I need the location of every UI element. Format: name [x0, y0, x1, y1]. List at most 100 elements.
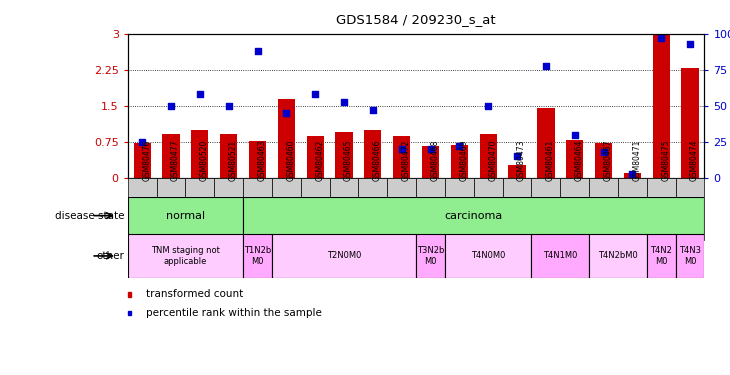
Text: GSM80462: GSM80462	[315, 140, 324, 181]
Bar	[215, 178, 243, 240]
Bar	[128, 197, 243, 234]
Point	[223, 103, 234, 109]
Text: T4N2bM0: T4N2bM0	[598, 251, 638, 260]
Point	[194, 92, 206, 98]
Bar	[676, 178, 704, 240]
Text: normal: normal	[166, 211, 205, 220]
Point	[165, 103, 177, 109]
Bar	[480, 134, 497, 178]
Text: T4N1M0: T4N1M0	[543, 251, 577, 260]
Bar	[156, 178, 185, 240]
Text: GSM80467: GSM80467	[604, 140, 612, 181]
Bar	[335, 132, 353, 178]
Bar	[589, 178, 618, 240]
Text: GSM80473: GSM80473	[517, 140, 526, 181]
Bar	[185, 178, 215, 240]
Bar	[474, 178, 503, 240]
Text: GSM80471: GSM80471	[632, 140, 642, 181]
Text: GSM80468: GSM80468	[431, 140, 439, 181]
Bar	[531, 178, 561, 240]
Text: GSM80477: GSM80477	[171, 140, 180, 181]
Bar	[647, 178, 676, 240]
Bar	[128, 178, 156, 240]
Bar	[220, 134, 237, 178]
Bar	[301, 178, 329, 240]
Bar	[358, 178, 388, 240]
Text: T1N2b
M0: T1N2b M0	[244, 246, 271, 266]
Bar	[647, 234, 676, 278]
Bar	[249, 141, 266, 178]
Point	[511, 153, 523, 159]
Bar	[445, 234, 531, 278]
Text: T2N0M0: T2N0M0	[327, 251, 361, 260]
Bar	[537, 108, 555, 178]
Text: T4N2
M0: T4N2 M0	[650, 246, 672, 266]
Text: T4N0M0: T4N0M0	[471, 251, 505, 260]
Text: carcinoma: carcinoma	[445, 211, 503, 220]
Point	[137, 139, 148, 145]
Bar	[243, 197, 704, 234]
Bar	[422, 146, 439, 178]
Point	[252, 48, 264, 54]
Text: GSM80521: GSM80521	[228, 140, 238, 181]
Bar	[416, 178, 445, 240]
Bar	[128, 234, 243, 278]
Point	[569, 132, 580, 138]
Text: GDS1584 / 209230_s_at: GDS1584 / 209230_s_at	[337, 13, 496, 26]
Point	[540, 63, 552, 69]
Bar	[364, 130, 382, 178]
Text: GSM80472: GSM80472	[402, 140, 411, 181]
Point	[598, 149, 610, 155]
Bar	[676, 234, 704, 278]
Bar	[502, 178, 531, 240]
Point	[367, 107, 379, 113]
Bar	[681, 68, 699, 178]
Bar	[589, 234, 647, 278]
Bar	[653, 34, 670, 178]
Text: percentile rank within the sample: percentile rank within the sample	[146, 308, 322, 318]
Bar	[277, 99, 295, 178]
Bar	[387, 178, 416, 240]
Bar	[566, 140, 583, 178]
Bar	[450, 146, 468, 178]
Point	[310, 92, 321, 98]
Bar	[243, 178, 272, 240]
Point	[338, 99, 350, 105]
Text: GSM80469: GSM80469	[459, 140, 469, 181]
Bar	[531, 234, 589, 278]
Text: transformed count: transformed count	[146, 290, 243, 299]
Bar	[191, 130, 209, 178]
Bar	[416, 234, 445, 278]
Point	[684, 41, 696, 47]
Bar	[623, 173, 641, 178]
Text: GSM80466: GSM80466	[373, 140, 382, 181]
Bar	[618, 178, 647, 240]
Text: T3N2b
M0: T3N2b M0	[417, 246, 444, 266]
Point	[396, 146, 407, 152]
Text: GSM80474: GSM80474	[690, 140, 699, 181]
Text: GSM80460: GSM80460	[286, 140, 296, 181]
Bar	[595, 144, 612, 178]
Text: GSM80461: GSM80461	[546, 140, 555, 181]
Text: GSM80475: GSM80475	[661, 140, 670, 181]
Bar	[561, 178, 589, 240]
Point	[626, 171, 638, 177]
Point	[483, 103, 494, 109]
Point	[425, 146, 437, 152]
Bar	[445, 178, 474, 240]
Bar	[393, 136, 410, 178]
Point	[656, 35, 667, 41]
Text: GSM80464: GSM80464	[575, 140, 584, 181]
Text: T4N3
M0: T4N3 M0	[679, 246, 701, 266]
Bar	[272, 178, 301, 240]
Text: GSM80470: GSM80470	[488, 140, 497, 181]
Bar	[330, 178, 358, 240]
Text: TNM staging not
applicable: TNM staging not applicable	[151, 246, 220, 266]
Bar	[134, 144, 151, 178]
Bar	[508, 165, 526, 178]
Bar	[272, 234, 416, 278]
Text: disease state: disease state	[55, 211, 124, 220]
Text: GSM80463: GSM80463	[258, 140, 266, 181]
Text: GSM80465: GSM80465	[344, 140, 353, 181]
Text: GSM80520: GSM80520	[200, 140, 209, 181]
